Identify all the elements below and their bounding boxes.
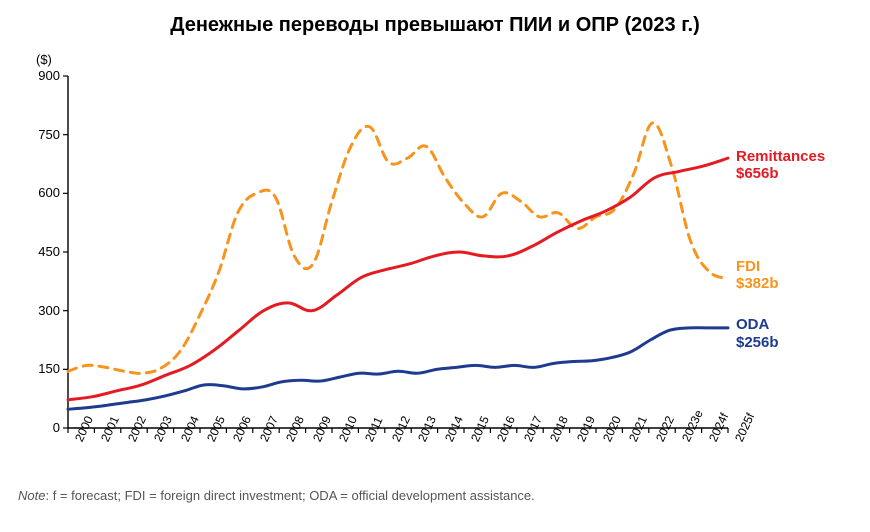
chart-footnote: Note: f = forecast; FDI = foreign direct… xyxy=(18,488,535,503)
series-line-fdi xyxy=(68,123,728,374)
y-axis-unit-label: ($) xyxy=(36,52,52,67)
series-label-remittances-value: $656b xyxy=(736,165,825,182)
series-label-oda-name: ODA xyxy=(736,316,779,333)
series-label-remittances-name: Remittances xyxy=(736,148,825,165)
y-tick-label: 0 xyxy=(24,420,60,435)
y-tick-label: 900 xyxy=(24,68,60,83)
chart-plot xyxy=(60,74,730,438)
y-tick-label: 300 xyxy=(24,303,60,318)
x-tick-label: 2025f xyxy=(732,411,757,444)
series-label-fdi-name: FDI xyxy=(736,258,779,275)
series-label-oda: ODA $256b xyxy=(736,316,779,351)
series-label-oda-value: $256b xyxy=(736,334,779,351)
y-tick-label: 750 xyxy=(24,127,60,142)
chart-container: Денежные переводы превышают ПИИ и ОПР (2… xyxy=(0,0,870,532)
series-label-fdi-value: $382b xyxy=(736,275,779,292)
footnote-text: : f = forecast; FDI = foreign direct inv… xyxy=(45,488,534,503)
y-tick-label: 450 xyxy=(24,244,60,259)
y-tick-label: 150 xyxy=(24,361,60,376)
chart-title: Денежные переводы превышают ПИИ и ОПР (2… xyxy=(0,14,870,37)
series-line-oda xyxy=(68,328,728,410)
y-tick-label: 600 xyxy=(24,185,60,200)
series-label-fdi: FDI $382b xyxy=(736,258,779,293)
footnote-note-word: Note xyxy=(18,488,45,503)
series-label-remittances: Remittances $656b xyxy=(736,148,825,183)
